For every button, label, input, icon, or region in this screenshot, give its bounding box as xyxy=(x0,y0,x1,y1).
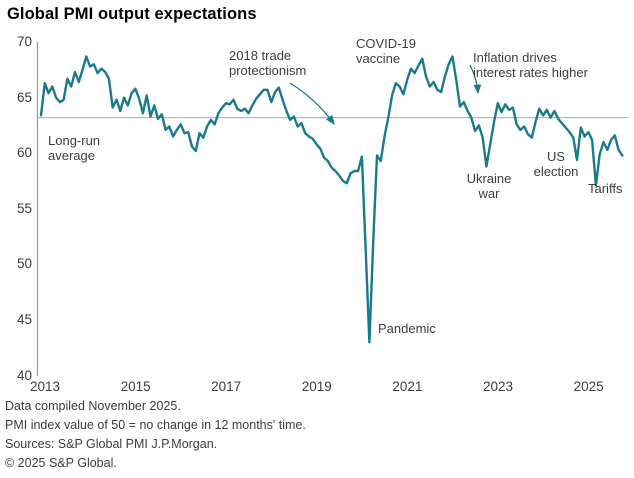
footer-note-compiled: Data compiled November 2025. xyxy=(5,399,181,413)
inflation-arrow-icon xyxy=(469,64,482,95)
x-tick-label-2019: 2019 xyxy=(301,379,332,394)
annotation-us-election: US election xyxy=(533,149,579,179)
annotation-2018-trade-protectionism: 2018 trade protectionism xyxy=(229,48,307,78)
annotation-covid-vaccine: COVID-19 vaccine xyxy=(356,36,416,66)
footer-note-index-definition: PMI index value of 50 = no change in 12 … xyxy=(5,418,306,432)
x-tick-label-2013: 2013 xyxy=(29,379,61,394)
y-tick-label-60: 60 xyxy=(16,145,32,161)
pmi-series-line xyxy=(39,55,624,344)
annotation-long-run-average: Long-run average xyxy=(48,133,101,163)
y-tick-label-40: 40 xyxy=(16,367,32,383)
footer-note-sources: Sources: S&P Global PMI J.P.Morgan. xyxy=(5,437,218,451)
y-tick-label-55: 55 xyxy=(16,200,32,216)
x-tick-label-2015: 2015 xyxy=(120,379,151,394)
annotation-pandemic: Pandemic xyxy=(378,321,436,336)
y-tick-label-50: 50 xyxy=(16,256,32,272)
footer-note-copyright: © 2025 S&P Global. xyxy=(5,456,117,470)
x-tick-label-2021: 2021 xyxy=(392,379,423,394)
annotation-tariffs: Tariffs xyxy=(588,181,623,196)
y-tick-label-70: 70 xyxy=(16,34,32,49)
trade-protectionism-arrow-icon xyxy=(289,82,335,126)
y-tick-label-45: 45 xyxy=(16,312,32,328)
annotation-ukraine-war: Ukraine war xyxy=(466,171,512,201)
x-tick-label-2025: 2025 xyxy=(573,379,604,394)
page-title: Global PMI output expectations xyxy=(7,5,257,23)
annotation-inflation-rates: Inflation drives interest rates higher xyxy=(473,50,588,80)
x-tick-label-2017: 2017 xyxy=(211,379,242,394)
y-tick-label-65: 65 xyxy=(16,89,32,105)
x-tick-label-2023: 2023 xyxy=(482,379,514,394)
